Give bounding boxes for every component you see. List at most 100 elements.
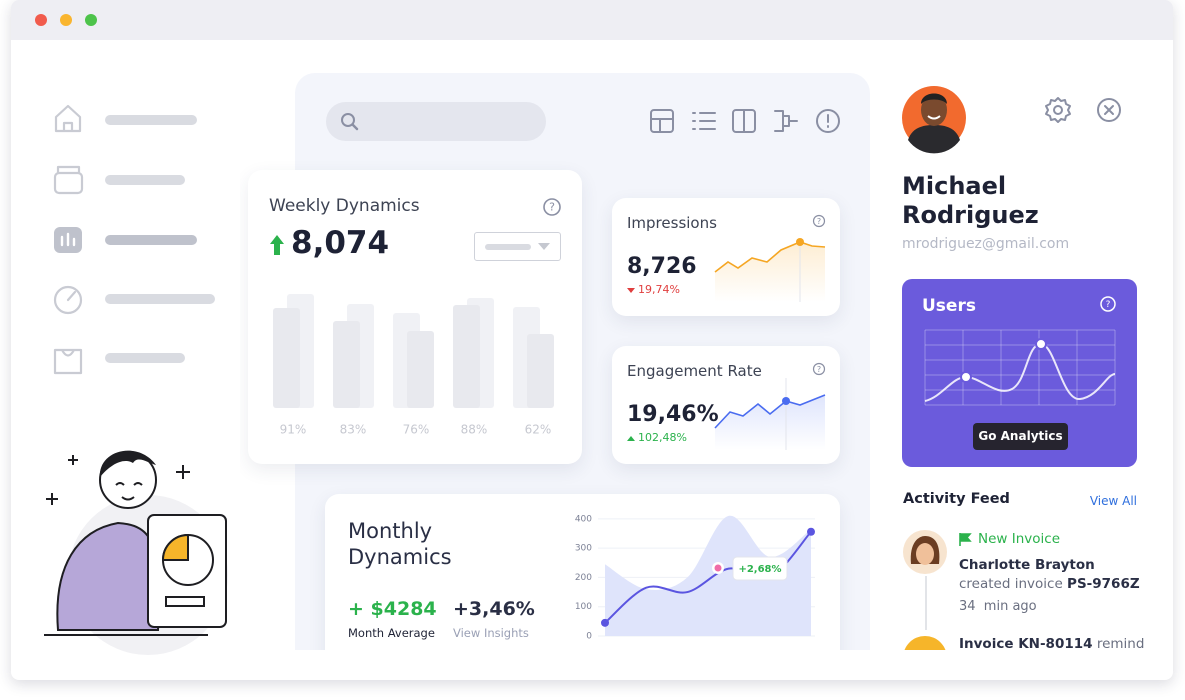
up-triangle	[627, 436, 635, 441]
y-tick-label: 100	[575, 602, 592, 612]
feed-avatar	[904, 636, 946, 650]
users-point	[1035, 338, 1047, 350]
feed-avatar	[903, 530, 947, 630]
up-arrow	[270, 235, 284, 255]
users-grid	[924, 329, 1116, 406]
engagement-value: 19,46%	[627, 402, 719, 427]
help-icon[interactable]	[1100, 296, 1116, 312]
menu-placeholder[interactable]	[105, 175, 185, 185]
dropdown[interactable]	[474, 232, 561, 261]
grid-view-icon[interactable]	[650, 109, 674, 133]
minimize-dot[interactable]	[60, 14, 72, 26]
bar-label: 76%	[403, 423, 430, 437]
avatar-face	[916, 543, 934, 565]
menu-placeholder[interactable]	[105, 235, 197, 245]
help-icon[interactable]: ?	[542, 197, 562, 217]
board-label	[165, 596, 205, 607]
flag-icon	[959, 533, 972, 546]
feed-action: reminder	[1096, 636, 1145, 650]
average-value: + $4284	[348, 598, 437, 620]
feed-text: Invoice KN-80114 reminder	[959, 636, 1145, 650]
maximize-dot[interactable]	[85, 14, 97, 26]
title-bar	[11, 0, 1173, 40]
impressions-card: Impressions ? 8,726 19,74%	[612, 198, 840, 316]
close-icon[interactable]	[1096, 97, 1122, 123]
line-point	[601, 618, 609, 627]
bar-label: 83%	[340, 423, 367, 437]
tooltip-box	[732, 556, 788, 581]
weekly-bars: 91% 83% 76% 88% 62%	[273, 294, 554, 437]
box-icon[interactable]	[53, 171, 84, 195]
card-title: Monthly Dynamics	[348, 519, 452, 569]
gauge-icon[interactable]	[53, 285, 83, 315]
gauge-needle	[66, 290, 77, 302]
weekly-card: Weekly Dynamics ? 8,074 91% 83% 76% 88% 62%	[248, 170, 582, 464]
users-chart: ?	[924, 296, 1116, 406]
list-view-icon[interactable]	[692, 112, 716, 130]
average-label: Month Average	[348, 626, 435, 640]
feed-time: 34 min ago	[959, 599, 1037, 614]
feed-item-clip: Invoice KN-80114 reminder	[895, 630, 1145, 650]
feed-actor[interactable]: Invoice KN-80114	[959, 636, 1093, 650]
placeholder-bars	[273, 294, 554, 408]
sidebar	[53, 104, 215, 375]
view-all-link[interactable]: View All	[1089, 494, 1137, 508]
feed-actor[interactable]: Charlotte Brayton	[959, 557, 1095, 573]
bag-icon[interactable]	[53, 348, 83, 375]
area	[605, 515, 811, 636]
help-icon-mark: ?	[1106, 300, 1111, 310]
info-icon[interactable]	[816, 109, 840, 133]
impressions-value: 8,726	[627, 254, 697, 279]
menu-placeholder[interactable]	[105, 294, 215, 304]
settings-icon[interactable]	[1044, 96, 1072, 124]
help-icon[interactable]: ?	[812, 214, 828, 230]
svg-text:?: ?	[549, 201, 555, 214]
users-line	[924, 342, 1116, 402]
main: Weekly Dynamics ? 8,074 91% 83% 76% 88% 62% …	[240, 60, 870, 650]
illustration	[44, 450, 228, 655]
line-point	[807, 527, 815, 536]
sparkles	[46, 455, 190, 505]
help-icon[interactable]: ?	[812, 362, 828, 378]
engagement-card: Engagement Rate ? 19,46% 102,48%	[612, 346, 840, 464]
monthly-card: Monthly Dynamics + $4284 Month Average +…	[325, 494, 840, 650]
menu-placeholder[interactable]	[105, 115, 197, 125]
columns-icon[interactable]	[732, 109, 756, 133]
search-bar[interactable]	[326, 102, 546, 141]
card-title: Weekly Dynamics	[269, 196, 420, 216]
monthly-chart: 0 100 200 300 400 +2,68%	[575, 514, 815, 642]
pie-slice	[161, 533, 189, 561]
y-tick-label: 200	[575, 573, 592, 583]
card-title: Users	[922, 296, 976, 316]
box-icon-lid	[56, 165, 81, 175]
feed-text: Charlotte Brayton created invoice PS-976…	[959, 556, 1144, 594]
svg-text:?: ?	[817, 365, 821, 374]
shirt	[56, 521, 161, 631]
go-analytics-button[interactable]: Go Analytics	[973, 423, 1068, 450]
users-card: Users ? Go Analytics	[902, 279, 1137, 467]
avatar[interactable]	[898, 80, 970, 156]
feed-title: Activity Feed	[903, 491, 1010, 507]
search-icon	[341, 113, 359, 131]
menu-placeholder[interactable]	[105, 353, 185, 363]
close-dot[interactable]	[35, 14, 47, 26]
down-triangle	[627, 288, 635, 293]
insights-link[interactable]: View Insights	[453, 626, 529, 640]
home-icon[interactable]	[54, 104, 82, 133]
y-tick-label: 0	[586, 632, 592, 642]
feed-action: created invoice	[959, 576, 1063, 592]
feed-ref[interactable]: PS-9766Z	[1067, 576, 1140, 592]
chart-icon-bars	[60, 232, 76, 247]
bar-label: 62%	[525, 423, 552, 437]
flow-icon[interactable]	[774, 110, 798, 132]
card-title: Impressions	[627, 214, 717, 232]
feed-tag: New Invoice	[978, 531, 1061, 547]
hair	[99, 450, 156, 477]
tooltip-text: +2,68%	[738, 564, 781, 575]
engagement-sparkline	[714, 378, 826, 450]
impressions-change: 19,74%	[638, 283, 680, 296]
profile-email: mrodriguez@gmail.com	[902, 236, 1070, 252]
window-controls	[35, 14, 97, 26]
y-tick-label: 300	[575, 544, 592, 554]
